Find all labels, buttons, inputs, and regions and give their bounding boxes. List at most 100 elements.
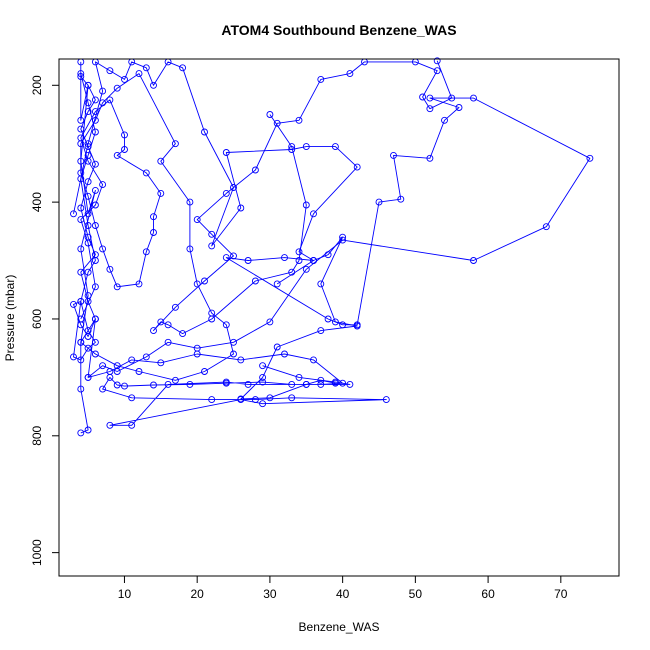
data-point [426,105,434,113]
data-point [84,373,92,381]
data-point [310,356,317,364]
data-point [121,131,128,139]
data-point [113,362,121,370]
data-point [84,222,92,229]
data-point [142,248,150,256]
x-tick-label: 50 [409,587,423,601]
data-point [201,128,208,136]
data-point [251,277,259,285]
data-point [382,396,390,404]
data-point [128,421,136,429]
data-point [121,382,128,390]
data-point [470,94,477,102]
data-point [346,380,354,388]
data-point [273,343,281,351]
data-point [135,368,143,375]
series-line [73,61,591,378]
x-tick-label: 30 [263,587,277,601]
data-point [128,356,136,364]
data-point [302,201,310,209]
data-point [201,277,208,285]
data-point [84,233,92,241]
data-point [426,94,434,102]
data-point [390,151,397,159]
data-point [91,315,99,323]
data-point [157,157,165,165]
data-point [208,242,216,250]
data-point [230,350,237,358]
data-point [222,149,230,156]
data-point [317,280,325,288]
data-point [171,140,179,148]
data-point [84,344,92,352]
data-point [302,143,310,151]
data-point [237,395,245,403]
data-point [331,318,339,326]
data-point [84,333,92,340]
data-point [77,338,85,346]
data-point [113,151,121,159]
series-line [240,236,358,400]
data-point [113,84,121,92]
series-3 [77,70,237,437]
data-point [91,350,99,358]
data-point [259,400,267,408]
data-point [157,318,165,326]
data-point [310,210,317,218]
data-point [251,166,259,174]
data-point [288,143,296,151]
data-point [91,201,99,209]
data-point [77,429,85,437]
data-point [113,381,121,389]
plot-area [70,57,594,437]
y-tick-label: 400 [30,192,44,212]
data-point [324,251,332,259]
data-point [441,116,448,124]
data-point [99,99,107,107]
y-tick-label: 600 [30,309,44,329]
data-point [222,321,230,329]
data-point [91,96,99,104]
data-point [91,108,99,116]
data-point [222,254,230,262]
data-point [77,140,85,148]
data-point [128,394,136,402]
data-point [91,338,99,346]
data-point [339,379,347,387]
data-point [84,178,92,186]
data-point [586,154,594,162]
data-point [77,297,85,305]
y-tick-label: 1000 [30,539,44,566]
data-point [135,280,143,288]
data-point [164,380,172,388]
data-point [91,283,99,291]
x-axis-label: Benzene_WAS [299,620,380,634]
data-point [201,368,208,375]
data-point [77,175,85,183]
data-point [77,73,85,80]
data-point [353,163,361,171]
data-point [84,81,92,89]
data-point [77,356,85,364]
data-point [259,362,267,370]
data-point [470,257,477,264]
data-point [237,356,245,364]
data-point [259,373,267,381]
data-point [77,268,85,276]
data-point [91,251,99,259]
data-point [266,318,274,326]
data-point [302,265,310,273]
data-point [164,338,172,346]
plot-frame [58,58,620,577]
data-point [106,67,114,75]
data-point [208,230,216,238]
data-point [186,380,194,388]
x-axis: 10 20 30 40 50 60 70 [118,576,568,601]
data-point [77,116,85,124]
series-line [80,73,234,434]
data-point [99,87,107,95]
series-6 [237,233,361,403]
series-2 [70,58,594,381]
data-point [288,394,296,402]
data-point [193,216,201,224]
